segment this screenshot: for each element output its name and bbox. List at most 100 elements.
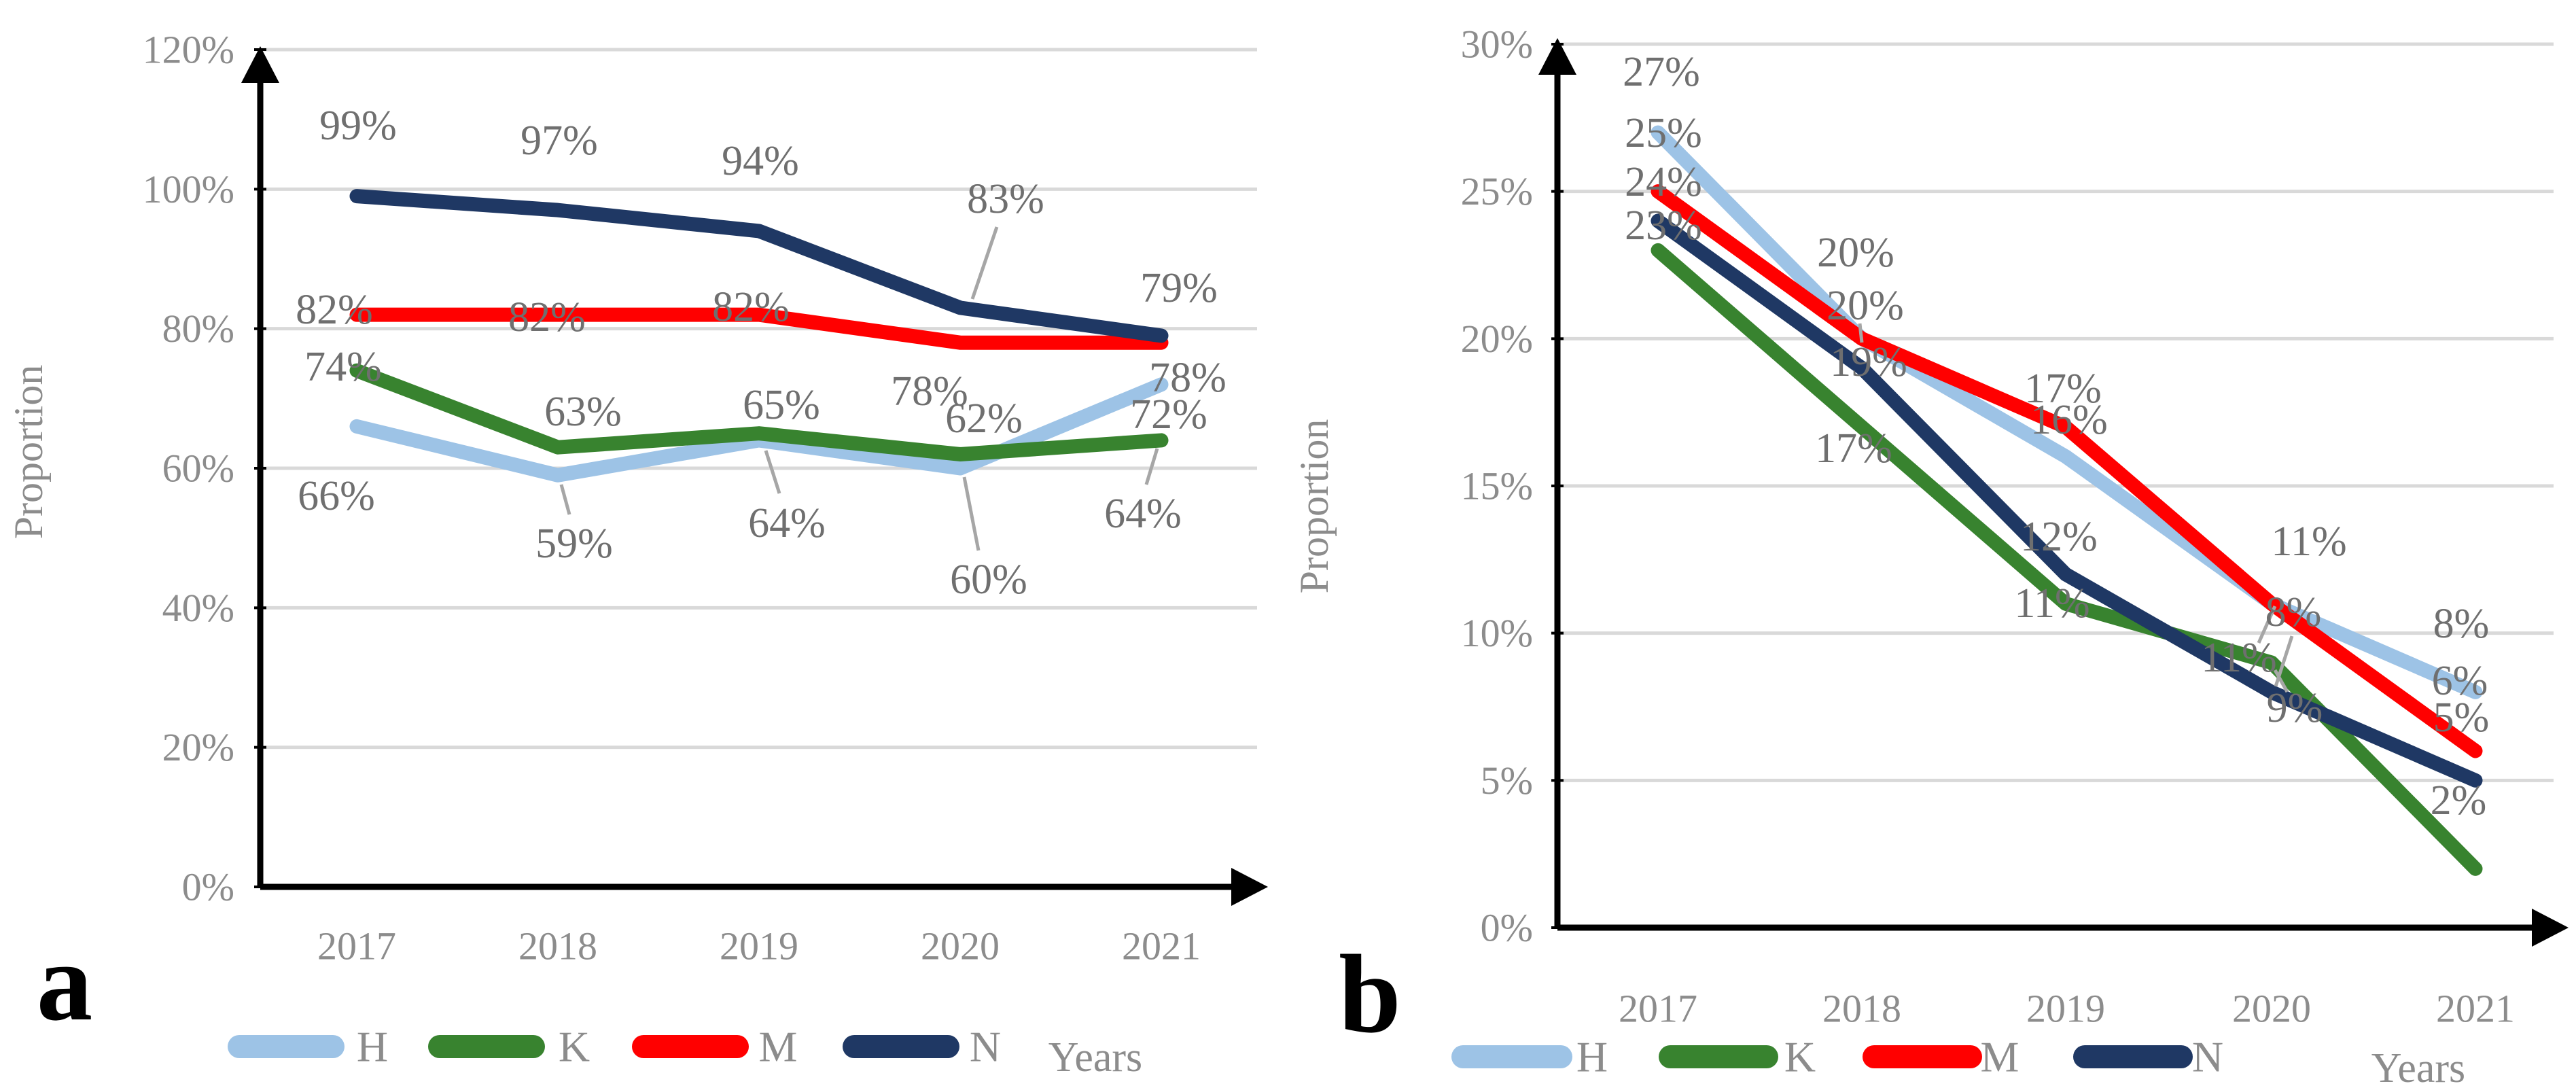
legend-swatch-K [1659,1045,1778,1068]
data-label-K-2017: 23% [1625,203,1702,249]
label-leader-line [559,484,571,515]
panel-letter-a: a [37,919,93,1044]
data-label-H-2019: 16% [2030,397,2108,443]
legend-label-M: M [759,1023,798,1071]
label-leader-line [2274,635,2294,687]
data-label-K-2019: 65% [743,382,820,428]
data-label-K-2021: 2% [2431,777,2487,824]
data-label-M-2021: 6% [2432,658,2488,704]
data-label-H-2019: 64% [748,500,826,546]
data-label-K-2021: 64% [1104,491,1182,537]
legend-label-H: H [1576,1033,1608,1081]
data-label-M-2019: 17% [2024,366,2102,412]
data-label-H-2020: 60% [950,557,1027,603]
legend-item-N: N [843,1023,1001,1071]
y-tick-label: 80% [162,306,234,351]
y-tick-label: 5% [1481,758,1533,803]
data-label-N-2020: 83% [967,176,1044,222]
data-label-K-2017: 74% [304,344,382,390]
panel-letter-b: b [1339,932,1401,1056]
data-label-K-2020: 62% [945,396,1023,442]
x-tick-label: 2017 [317,924,396,968]
x-axis-arrowhead [1231,868,1268,906]
x-tick-label: 2018 [1822,987,1901,1031]
legend-label-M: M [1981,1033,2019,1081]
series-line-N [349,189,1169,343]
y-axis-arrowhead [1538,38,1576,75]
label-leader-line [1144,448,1159,485]
legend-swatch-H [1451,1045,1572,1068]
legend-swatch-N [843,1035,959,1058]
data-label-M-2018: 20% [1827,283,1904,329]
legend-label-K: K [559,1023,590,1071]
data-label-K-2020: 9% [2267,685,2323,731]
x-tick-label: 2018 [518,924,597,968]
legend-label-N: N [970,1023,1001,1071]
y-tick-label: 0% [1481,906,1533,950]
series-line-H [1651,125,2483,699]
legend-swatch-K [428,1035,545,1058]
legend-item-K: K [428,1023,590,1071]
data-label-N-2020: 8% [2265,589,2322,635]
data-label-M-2019: 82% [712,284,790,330]
data-label-H-2018: 59% [535,521,613,567]
y-axis-title: Proportion [1292,419,1337,594]
y-tick-label: 25% [1461,169,1533,213]
data-label-N-2019: 94% [722,138,799,184]
x-axis-arrowhead [2532,909,2569,947]
legend-swatch-H [228,1035,345,1058]
label-leader-line [970,226,999,300]
label-leader-line [2273,669,2289,693]
label-leader-line [764,450,781,494]
label-leader-line [962,476,981,551]
data-label-M-2021: 78% [1149,355,1227,401]
data-label-M-2018: 82% [508,294,586,340]
series-line-N [1651,213,2483,788]
legend-label-N: N [2192,1033,2223,1081]
data-label-N-2018: 97% [521,118,598,164]
data-label-N-2017: 99% [319,103,397,149]
y-tick-label: 0% [182,865,234,909]
data-label-N-2018: 19% [1830,339,1907,385]
y-tick-label: 40% [162,586,234,630]
series-line-M [349,307,1169,350]
chart-panel-b: 27%20%16%11%8%23%17%11%9%2%25%20%17%11% 6… [1292,22,2569,1086]
data-label-M-2020: 11% [2201,635,2276,681]
y-tick-label: 60% [162,446,234,491]
x-tick-label: 2020 [921,924,1000,968]
legend-swatch-M [632,1035,749,1058]
data-label-M-2020: 78% [891,368,968,415]
data-label-K-2019: 11% [2014,580,2089,627]
x-tick-label: 2017 [1619,987,1697,1031]
y-tick-label: 20% [162,725,234,769]
data-label-M-2017: 82% [296,287,373,333]
legend-label-H: H [357,1023,388,1071]
data-label-H-2018: 20% [1817,230,1894,276]
data-label-K-2018: 63% [544,389,622,435]
x-tick-label: 2020 [2232,987,2311,1031]
series-line-M [1651,184,2483,758]
data-label-K-2018: 17% [1815,425,1892,472]
data-label-N-2021: 5% [2433,695,2490,741]
label-leader-line [1858,323,1864,343]
legend-item-M: M [632,1023,797,1071]
data-label-N-2021: 79% [1140,265,1218,311]
data-label-N-2017: 24% [1625,159,1702,205]
data-label-M-2017: 25% [1625,110,1702,156]
x-tick-label: 2019 [2026,987,2105,1031]
y-tick-label: 20% [1461,317,1533,361]
legend-item-K: K [1659,1033,1816,1081]
data-label-H-2020: 11% [2271,519,2346,565]
legend-swatch-N [2073,1045,2193,1068]
y-tick-label: 120% [143,28,234,72]
series-line-K [349,363,1169,461]
chart-panel-a: 66% 59% 64% 60% 72% 74% 63% 65% 62% 64% 82% 82% 82% 7… [6,28,1268,1081]
y-axis-title: Proportion [6,365,51,540]
data-label-H-2017: 27% [1623,49,1700,95]
legend-item-H: H [1451,1033,1608,1081]
data-label-H-2021: 72% [1130,391,1207,438]
legend-swatch-M [1863,1045,1982,1068]
